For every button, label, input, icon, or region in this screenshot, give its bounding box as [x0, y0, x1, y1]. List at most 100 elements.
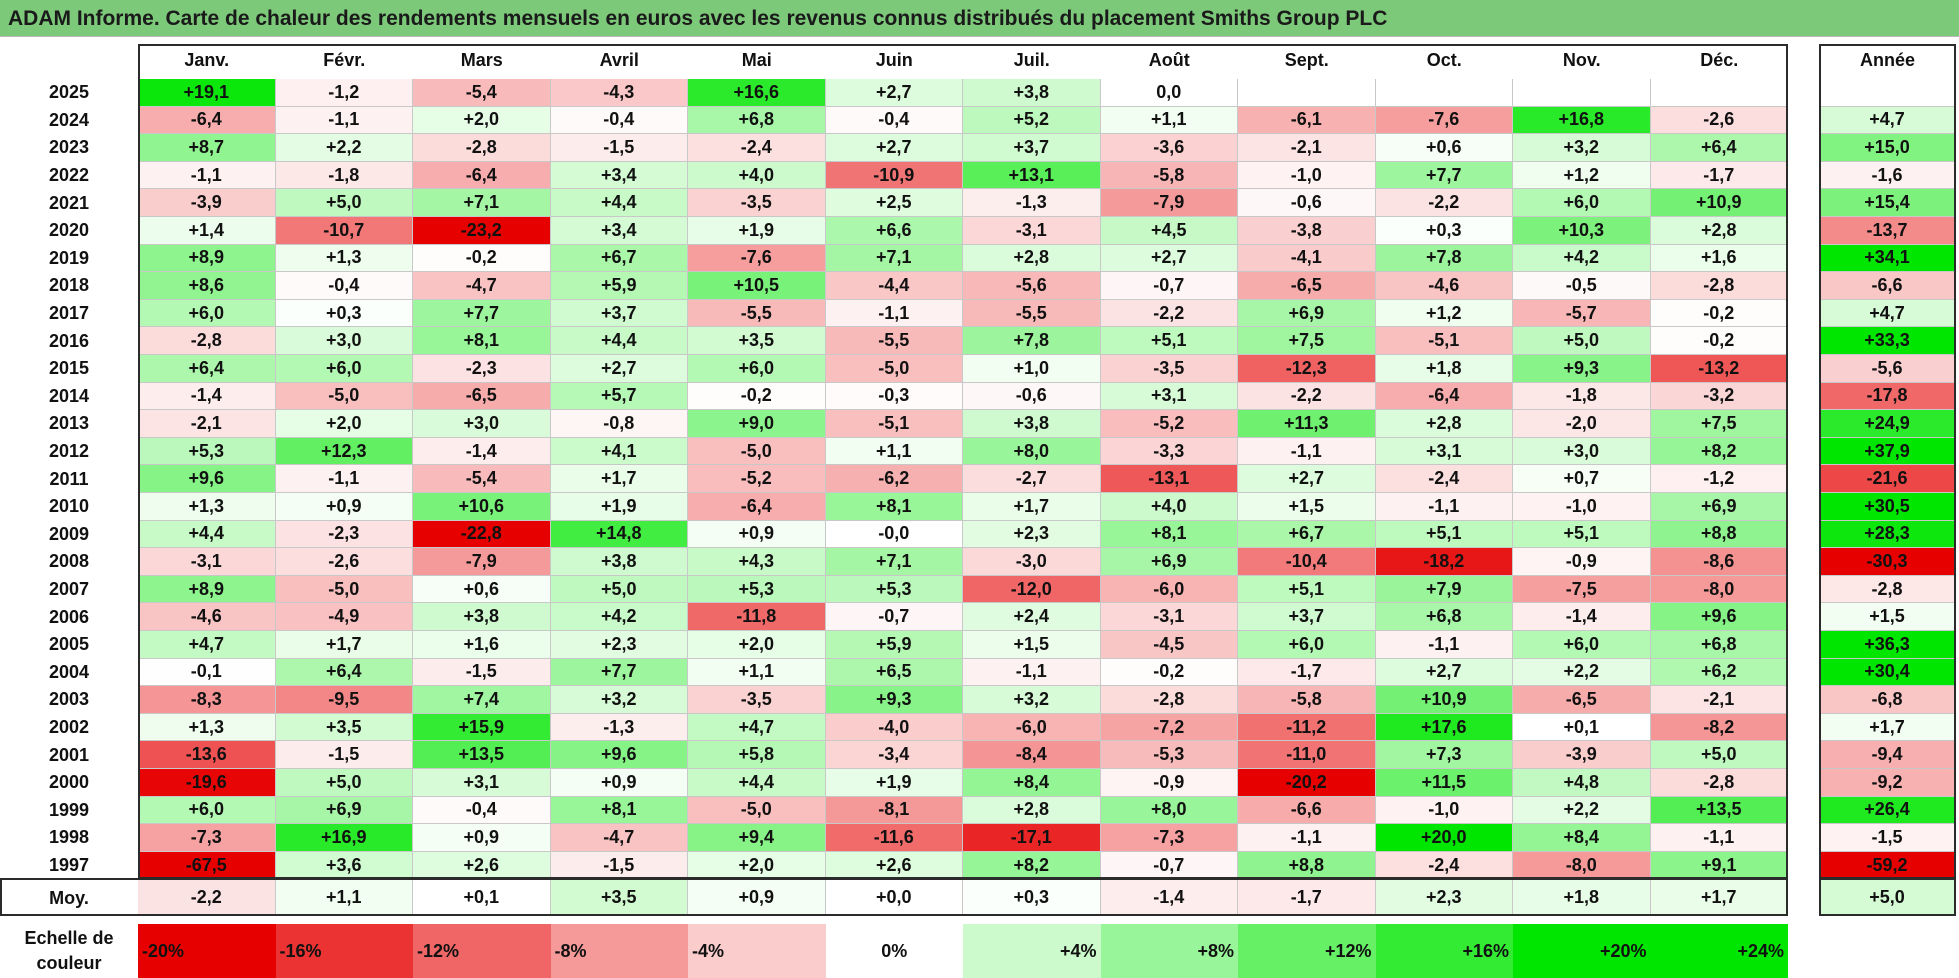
heatmap-cell: -2,4	[688, 134, 826, 162]
heatmap-cell: +4,0	[1100, 493, 1238, 521]
heatmap-cell: -0,7	[1100, 851, 1238, 880]
heatmap-cell: +2,6	[413, 851, 551, 880]
heatmap-cell: -4,3	[550, 79, 688, 107]
heatmap-cell: +1,4	[138, 217, 276, 245]
heatmap-cell: +6,8	[688, 106, 826, 135]
heatmap-cell: -10,7	[275, 217, 413, 245]
annual-cell: +1,5	[1819, 603, 1956, 631]
heatmap-cell: +6,9	[1100, 548, 1238, 576]
month-header: Nov.	[1513, 44, 1651, 77]
heatmap-cell: +16,9	[275, 824, 413, 852]
year-label: 2007	[48, 579, 90, 600]
heatmap-cell: +4,2	[550, 603, 688, 631]
heatmap-cell: -1,1	[1238, 437, 1376, 466]
heatmap-cell: +1,1	[688, 658, 826, 687]
heatmap-cell: -2,4	[1375, 851, 1513, 880]
heatmap-cell: +2,8	[1650, 217, 1788, 245]
heatmap-cell: -17,1	[963, 824, 1101, 852]
heatmap-cell: -4,5	[1100, 631, 1238, 659]
color-scale-stop: 0%	[825, 924, 963, 978]
heatmap-cell: -7,5	[1513, 575, 1651, 604]
heatmap-cell: -4,7	[413, 272, 551, 300]
heatmap-cell: -0,3	[825, 382, 963, 411]
heatmap-cell: +1,7	[550, 465, 688, 493]
heatmap-cell: -6,5	[1513, 686, 1651, 714]
heatmap-cell: +5,2	[963, 106, 1101, 135]
heatmap-cell: +4,0	[688, 161, 826, 190]
heatmap-cell: +4,2	[1513, 244, 1651, 273]
heatmap-cell: -3,1	[1100, 603, 1238, 631]
heatmap-cell: -0,4	[825, 106, 963, 135]
heatmap-cell: -2,3	[275, 520, 413, 549]
heatmap-cell: +11,3	[1238, 410, 1376, 438]
heatmap-cell: +0,9	[550, 769, 688, 797]
color-scale-stop: +24%	[1650, 924, 1788, 978]
month-header: Févr.	[275, 44, 413, 77]
month-header: Juil.	[963, 44, 1101, 77]
annual-cell: -1,6	[1819, 161, 1956, 190]
heatmap-cell: -0,1	[138, 658, 276, 687]
heatmap-cell: -0,5	[1513, 272, 1651, 300]
heatmap-cell: +6,4	[138, 355, 276, 383]
heatmap-cell: +1,5	[1238, 493, 1376, 521]
heatmap-cell: -19,6	[138, 769, 276, 797]
heatmap-cell: +16,6	[688, 79, 826, 107]
heatmap-cell: -1,1	[275, 106, 413, 135]
heatmap-cell: +2,3	[963, 520, 1101, 549]
heatmap-cell: +2,7	[550, 355, 688, 383]
heatmap-cell: -3,5	[688, 189, 826, 217]
heatmap-cell: -2,8	[1100, 686, 1238, 714]
heatmap-cell: +7,1	[825, 548, 963, 576]
heatmap-cell: -3,1	[138, 548, 276, 576]
heatmap-cell: -5,5	[688, 299, 826, 328]
heatmap-cell: -1,4	[413, 437, 551, 466]
heatmap-cell: +5,0	[275, 189, 413, 217]
average-cell: +2,3	[1375, 880, 1513, 916]
annual-cell: -1,5	[1819, 824, 1956, 852]
heatmap-cell: +6,4	[1650, 134, 1788, 162]
year-label: 2008	[48, 551, 90, 572]
heatmap-cell: -5,6	[963, 272, 1101, 300]
heatmap-cell: +3,4	[550, 161, 688, 190]
month-header: Janv.	[138, 44, 276, 77]
heatmap-cell: -0,4	[550, 106, 688, 135]
heatmap-cell: -5,0	[688, 796, 826, 825]
year-label: 2014	[48, 385, 90, 406]
heatmap-cell: +5,8	[688, 741, 826, 769]
average-cell: +0,9	[688, 880, 826, 916]
heatmap-cell: -5,0	[275, 382, 413, 411]
heatmap-cell: +3,2	[963, 686, 1101, 714]
color-scale-stop: +4%	[963, 924, 1101, 978]
heatmap-cell: -4,6	[138, 603, 276, 631]
heatmap-cell: -6,5	[413, 382, 551, 411]
heatmap-cell: +6,2	[1650, 658, 1788, 687]
heatmap-cell: +3,1	[413, 769, 551, 797]
year-label: 2020	[48, 220, 90, 241]
annual-cell: -2,8	[1819, 575, 1956, 604]
heatmap-cell: -1,1	[275, 465, 413, 493]
heatmap-cell: -5,4	[413, 465, 551, 493]
average-cell: +1,8	[1513, 880, 1651, 916]
color-scale-stop: +16%	[1375, 924, 1513, 978]
annual-cell	[1819, 79, 1956, 107]
heatmap-cell: -2,2	[1100, 299, 1238, 328]
heatmap-cell: +5,1	[1238, 575, 1376, 604]
heatmap-cell: +4,7	[138, 631, 276, 659]
year-label: 2011	[49, 468, 89, 489]
heatmap-cell: +2,7	[825, 79, 963, 107]
heatmap-cell: +3,7	[1238, 603, 1376, 631]
heatmap-cell: +8,4	[963, 769, 1101, 797]
heatmap-cell: -3,4	[825, 741, 963, 769]
heatmap-cell: -1,1	[1375, 493, 1513, 521]
title-bar: ADAM Informe. Carte de chaleur des rende…	[0, 0, 1959, 37]
heatmap-cell: +3,7	[963, 134, 1101, 162]
heatmap-cell: +2,2	[1513, 658, 1651, 687]
heatmap-cell: +1,1	[825, 437, 963, 466]
heatmap-cell: +2,8	[963, 796, 1101, 825]
heatmap-cell: -7,6	[1375, 106, 1513, 135]
heatmap-cell: -12,0	[963, 575, 1101, 604]
color-scale-stop: -16%	[275, 924, 413, 978]
month-header: Août	[1100, 44, 1238, 77]
average-cell: +1,1	[275, 880, 413, 916]
heatmap-cell: -0,7	[1100, 272, 1238, 300]
